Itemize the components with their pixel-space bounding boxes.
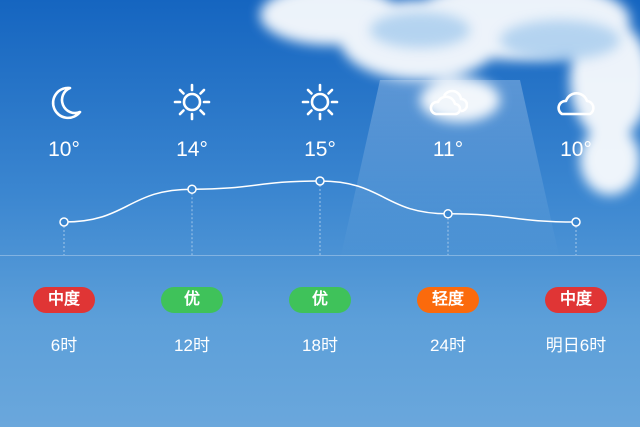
time-label: 18时	[302, 336, 338, 355]
time-label: 12时	[174, 336, 210, 355]
aqi-badge: 轻度	[417, 287, 479, 313]
temperature: 10°	[48, 138, 80, 161]
curve-point	[315, 176, 325, 186]
time-label: 明日6时	[545, 336, 607, 355]
aqi-badge: 优	[161, 287, 223, 313]
temperature: 11°	[432, 138, 464, 161]
divider	[0, 255, 640, 256]
time-label: 6时	[50, 336, 78, 355]
temperature: 15°	[304, 138, 336, 161]
temperature: 10°	[560, 138, 592, 161]
partly-cloudy-icon	[429, 89, 468, 116]
curve-point	[571, 217, 581, 227]
temperature: 14°	[176, 138, 208, 161]
aqi-badge: 中度	[33, 287, 95, 313]
curve-point	[443, 209, 453, 219]
moon-icon	[51, 86, 82, 120]
aqi-badge: 中度	[545, 287, 607, 313]
aqi-badge: 优	[289, 287, 351, 313]
sun-icon	[173, 83, 211, 121]
time-label: 24时	[430, 336, 466, 355]
curve-point	[187, 184, 197, 194]
curve-point	[59, 217, 69, 227]
sun-icon	[301, 83, 339, 121]
cloud-icon	[557, 92, 595, 116]
